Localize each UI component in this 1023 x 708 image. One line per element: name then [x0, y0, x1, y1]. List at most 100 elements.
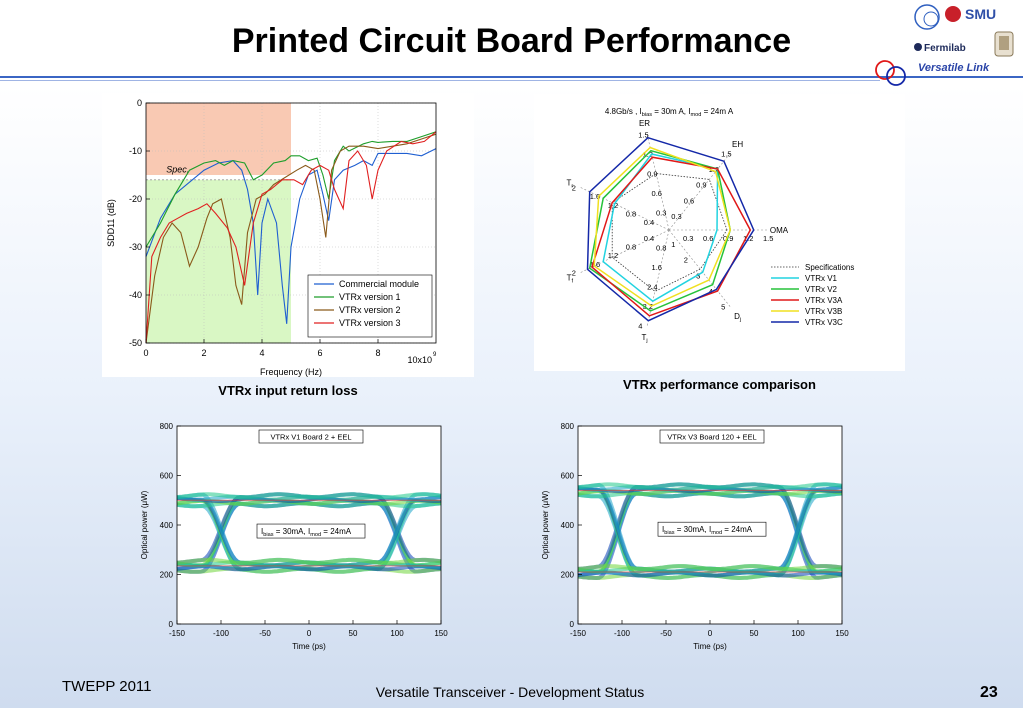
y-tick-label: -20 — [129, 194, 142, 204]
x-tick-label: 150 — [835, 629, 849, 638]
x-tick-label: -150 — [169, 629, 186, 638]
y-tick-label: 400 — [561, 521, 575, 530]
radar-axis-label: Tj — [641, 333, 647, 344]
x-tick-label: 100 — [791, 629, 805, 638]
x-tick-label: 150 — [434, 629, 448, 638]
radar-axis-label: EH — [732, 140, 743, 149]
eye-label: VTRx V1 Board 2 + EEL — [270, 433, 351, 442]
x-tick-label: -150 — [570, 629, 587, 638]
caption-performance: VTRx performance comparison — [623, 377, 816, 392]
page-title: Printed Circuit Board Performance — [231, 22, 792, 60]
y-tick-label: -50 — [129, 338, 142, 348]
series-line-3 — [145, 133, 437, 344]
radar-tick-label: 0.4 — [644, 234, 654, 243]
radar-spoke — [668, 153, 731, 231]
radar-tick-label: 0.8 — [626, 210, 636, 219]
eye-annotation-box — [256, 523, 366, 539]
y-tick-label: 400 — [160, 521, 174, 530]
radar-series-4 — [593, 146, 732, 307]
oxford-crest-logo — [994, 31, 1014, 57]
eye-annotation: Ibias = 30mA, Imod = 24mA — [261, 527, 352, 538]
svg-text:Fermilab: Fermilab — [924, 43, 966, 54]
x-multiplier: 10x10 — [407, 355, 432, 365]
x-tick-label: 0 — [143, 348, 148, 358]
eye-annotation-box — [657, 521, 767, 537]
eye-trace — [577, 482, 843, 490]
radar-tick-label: 0.3 — [656, 208, 666, 217]
radar-legend-label-2: VTRx V2 — [805, 285, 838, 294]
radar-tick-label: 0.3 — [671, 212, 681, 221]
fermilab-logo: Fermilab — [914, 43, 966, 54]
y-tick-label: 800 — [561, 422, 575, 431]
svg-text:SMU: SMU — [965, 6, 996, 22]
x-tick-label: 0 — [708, 629, 713, 638]
y-tick-label: 0 — [570, 620, 575, 629]
radar-tick-label: 0.6 — [703, 234, 713, 243]
radar-tick-label: 1.2 — [608, 201, 618, 210]
x-axis-label: Frequency (Hz) — [260, 367, 322, 377]
legend-label-1: Commercial module — [339, 279, 419, 289]
radar-legend-label-3: VTRx V3A — [805, 296, 843, 305]
radar-chart: 4.8Gb/s , Ibias = 30m A, Imod = 24m A 0.3… — [567, 107, 855, 344]
y-tick-label: 0 — [137, 98, 142, 108]
y-tick-label: 200 — [160, 571, 174, 580]
radar-spoke — [580, 229, 670, 273]
x-tick-label: -50 — [259, 629, 271, 638]
eye-label-box — [659, 429, 765, 444]
y-axis-label: Optical power (μW) — [140, 490, 149, 559]
radar-tick-label: 0.3 — [683, 234, 693, 243]
sdd11-chart-panel: Spec. 0 -10 -20 -30 -40 -50 0 2 4 6 8 10x10 9 Frequenc… — [102, 93, 474, 377]
x-tick-label: 50 — [349, 629, 358, 638]
caption-return-loss: VTRx input return loss — [218, 383, 358, 398]
legend-box — [307, 274, 433, 338]
y-tick-label: -10 — [129, 146, 142, 156]
series-line-2 — [145, 131, 437, 248]
radar-tick-label: 1.6 — [590, 192, 600, 201]
eye-annotation: Ibias = 30mA, Imod = 24mA — [662, 525, 753, 536]
radar-tick-label: 2 — [572, 183, 576, 192]
eye-diagram-v1: 0 200 400 600 800 -150 -100 -50 0 50 100 150 Time (p… — [140, 422, 448, 651]
radar-tick-label: 1.2 — [608, 251, 618, 260]
radar-tick-label: 0.8 — [656, 244, 666, 253]
legend-label-2: VTRx version 1 — [339, 292, 401, 302]
radar-axis-label: Dj — [734, 312, 741, 323]
eye-diagram-v3-panel: 0 200 400 600 800 -150 -100 -50 0 50 100 150 Time (p… — [536, 418, 854, 660]
radar-tick-label: 2 — [572, 269, 576, 278]
page-number: 23 — [980, 684, 998, 701]
radar-tick-label: 0.6 — [652, 189, 662, 198]
y-axis-label: SDD11 (dB) — [106, 199, 116, 247]
header-rule — [0, 76, 1023, 78]
x-tick-label: 6 — [317, 348, 322, 358]
radar-legend-label-4: VTRx V3B — [805, 307, 842, 316]
spec-region — [146, 179, 291, 343]
x-tick-label: 4 — [259, 348, 264, 358]
radar-spoke — [668, 229, 731, 307]
x-multiplier-exponent: 9 — [433, 352, 437, 358]
eye-label: VTRx V3 Board 120 + EEL — [667, 433, 756, 442]
radar-axis-label: Tr — [567, 178, 574, 189]
eye-diagram-v1-panel: 0 200 400 600 800 -150 -100 -50 0 50 100 150 Time (p… — [135, 418, 453, 660]
radar-series-2 — [588, 149, 732, 312]
legend-label-4: VTRx version 3 — [339, 318, 401, 328]
radar-tick-label: 0.9 — [647, 169, 657, 178]
y-tick-label: 800 — [160, 422, 174, 431]
x-tick-label: 2 — [201, 348, 206, 358]
radar-chart-panel: 4.8Gb/s , Ibias = 30m A, Imod = 24m A 0.3… — [534, 94, 905, 371]
radar-tick-label: 1.2 — [709, 165, 719, 174]
radar-tick-label: 5 — [721, 303, 725, 312]
eye-diagram-v3: 0 200 400 600 800 -150 -100 -50 0 50 100 150 Time (p… — [541, 422, 849, 651]
versatile-link-logo-rings — [875, 60, 906, 86]
y-tick-label: -30 — [129, 242, 142, 252]
y-axis-label: Optical power (μW) — [541, 490, 550, 559]
radar-tick-label: 0.9 — [696, 181, 706, 190]
plot-frame — [145, 102, 437, 344]
header-rule-secondary — [0, 80, 880, 81]
radar-axis-label: Tf — [567, 274, 574, 285]
radar-legend-label-5: VTRx V3C — [805, 318, 843, 327]
x-tick-label: -50 — [660, 629, 672, 638]
radar-tick-label: 2 — [684, 256, 688, 265]
radar-tick-label: 3 — [696, 271, 700, 280]
eye-trace — [577, 564, 843, 572]
eye-label-box — [258, 429, 364, 444]
